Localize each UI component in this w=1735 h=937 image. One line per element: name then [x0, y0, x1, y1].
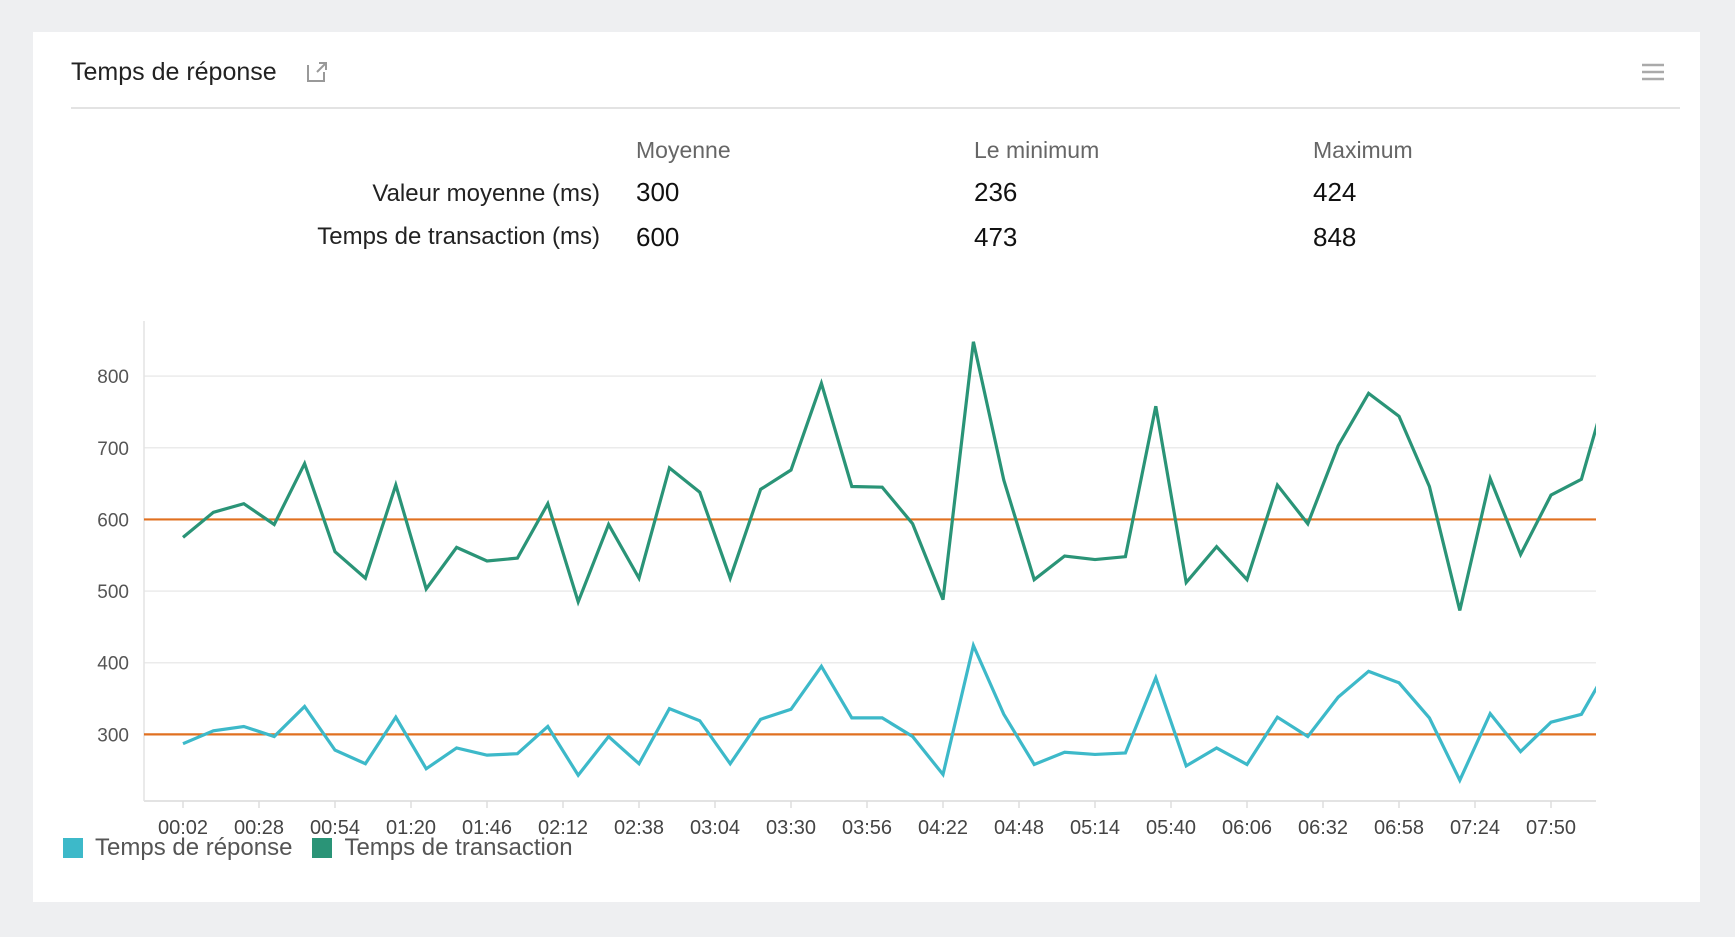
y-tick-label: 300 — [97, 725, 129, 746]
x-tick-label: 03:56 — [842, 817, 892, 839]
x-tick-label: 03:04 — [690, 817, 740, 839]
x-tick-label: 00:54 — [310, 817, 360, 839]
x-tick-label: 06:06 — [1222, 817, 1272, 839]
x-tick-label: 03:30 — [766, 817, 816, 839]
x-tick-label: 02:38 — [614, 817, 664, 839]
y-tick-label: 600 — [97, 510, 129, 531]
x-tick-label: 04:22 — [918, 817, 968, 839]
legend-swatch — [312, 838, 333, 858]
x-tick-label: 04:48 — [994, 817, 1044, 839]
stat-value: 600 — [636, 222, 680, 252]
col-header-max: Maximum — [1313, 137, 1413, 163]
x-tick-label: 05:14 — [1070, 817, 1120, 839]
divider — [71, 107, 1680, 109]
x-tick-label: 00:28 — [234, 817, 284, 839]
card-title: Temps de réponse — [71, 58, 277, 86]
menu-icon[interactable] — [1642, 62, 1664, 82]
legend-swatch — [63, 838, 83, 858]
x-tick-label: 07:24 — [1450, 817, 1500, 839]
legend-label: Temps de transaction — [344, 834, 573, 861]
row-label: Valeur moyenne (ms) — [372, 180, 600, 207]
x-tick-label: 07:50 — [1526, 817, 1576, 839]
x-tick-label: 00:02 — [158, 817, 208, 839]
stat-value: 236 — [974, 177, 1018, 207]
legend-item-response[interactable]: Temps de réponse — [63, 834, 292, 862]
x-tick-label: 01:20 — [386, 817, 436, 839]
y-tick-label: 400 — [97, 654, 129, 675]
stats-table: Moyenne Le minimum Maximum Valeur moyenn… — [0, 0, 1735, 260]
series-line-1 — [181, 341, 1596, 611]
legend-item-transaction[interactable]: Temps de transaction — [312, 834, 573, 862]
x-tick-label: 06:58 — [1374, 817, 1424, 839]
external-link-icon[interactable] — [305, 60, 329, 84]
series-line-0 — [182, 640, 1596, 784]
legend: Temps de réponse Temps de transaction — [63, 834, 573, 862]
x-tick-label: 06:32 — [1298, 817, 1348, 839]
y-tick-label: 700 — [97, 439, 129, 460]
x-tick-label: 05:40 — [1146, 817, 1196, 839]
stat-value: 424 — [1313, 177, 1357, 207]
x-tick-label: 01:46 — [462, 817, 512, 839]
stat-value: 473 — [974, 222, 1018, 252]
legend-label: Temps de réponse — [95, 834, 293, 861]
y-tick-label: 800 — [97, 367, 129, 388]
col-header-min: Le minimum — [974, 137, 1100, 163]
y-tick-label: 500 — [97, 582, 129, 603]
row-label: Temps de transaction (ms) — [317, 223, 600, 250]
stat-value: 300 — [636, 177, 680, 207]
col-header-average: Moyenne — [636, 137, 731, 163]
stat-value: 848 — [1313, 222, 1357, 252]
x-tick-label: 02:12 — [538, 817, 588, 839]
